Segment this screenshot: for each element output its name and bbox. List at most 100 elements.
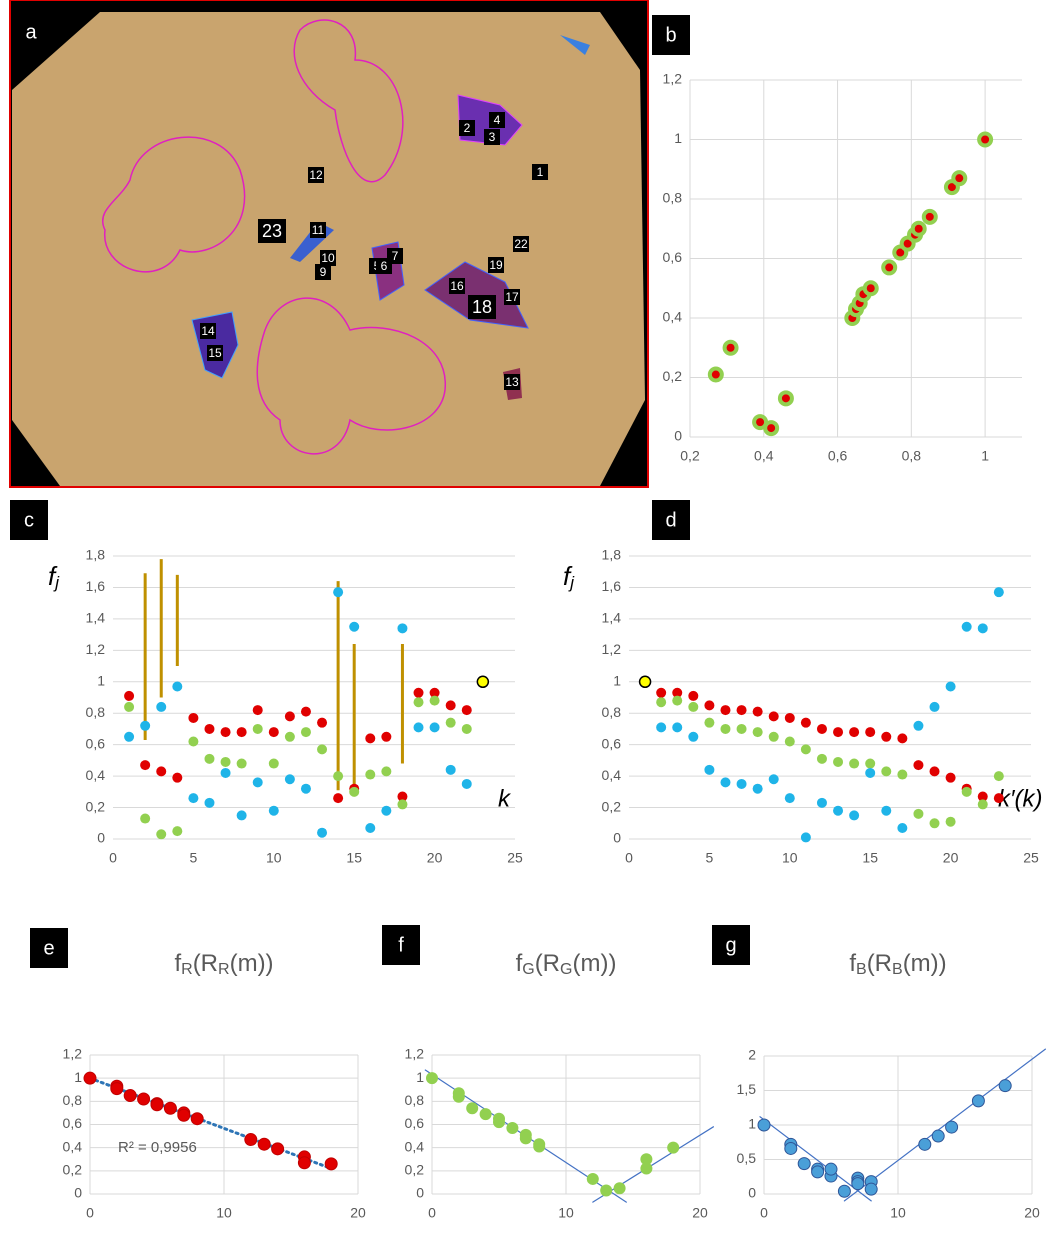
flake-label: 4 — [494, 113, 501, 127]
point — [881, 805, 892, 816]
point — [333, 793, 344, 804]
point — [704, 764, 715, 775]
y-axis-label-part: f — [563, 561, 573, 591]
point — [784, 712, 795, 723]
panel-letter-box — [10, 500, 48, 540]
point — [429, 695, 440, 706]
flake-label-box — [387, 248, 403, 264]
point — [784, 793, 795, 804]
x-tick-label: 5 — [190, 850, 198, 866]
point — [365, 769, 376, 780]
point — [768, 774, 779, 785]
point — [140, 813, 151, 824]
point — [656, 687, 667, 698]
flake-label: 14 — [201, 324, 215, 338]
point — [833, 727, 844, 738]
point — [929, 818, 940, 829]
point — [833, 805, 844, 816]
point — [849, 727, 860, 738]
y-tick-label: 0 — [416, 1185, 424, 1201]
title-part: (R — [193, 950, 218, 977]
panel-letter: f — [398, 934, 404, 956]
point — [172, 772, 183, 783]
flake-label: 13 — [505, 375, 519, 389]
point — [993, 793, 1004, 804]
panel-letter-box — [12, 12, 50, 52]
panel-letter-box — [712, 925, 750, 965]
x-tick-label: 0 — [625, 850, 633, 866]
point — [533, 1140, 546, 1153]
panel-letter: d — [665, 509, 676, 531]
point — [913, 720, 924, 731]
region-outline — [256, 297, 446, 455]
flake-label-box — [258, 219, 286, 243]
flake-label-box — [320, 250, 336, 266]
y-tick-label: 1,2 — [602, 641, 622, 657]
flake-label: 22 — [514, 237, 528, 251]
point — [600, 1184, 613, 1197]
point — [897, 733, 908, 744]
point — [768, 731, 779, 742]
y-tick-label: 1 — [748, 1116, 756, 1132]
point — [977, 623, 988, 634]
point — [268, 727, 279, 738]
point — [324, 1157, 338, 1171]
x-tick-label: 5 — [706, 850, 714, 866]
x-tick-label: 25 — [507, 850, 523, 866]
y-tick-label: 0,2 — [63, 1162, 83, 1178]
point — [736, 778, 747, 789]
point — [204, 797, 215, 808]
flake-label-box — [315, 264, 331, 280]
y-tick-label: 1,4 — [86, 610, 106, 626]
title-part: B — [856, 961, 867, 978]
point — [720, 723, 731, 734]
point — [220, 756, 231, 767]
x-tick-label: 0,2 — [680, 448, 700, 464]
x-axis-label: k′(k) — [998, 785, 1042, 812]
y-tick-label: 1,5 — [737, 1081, 757, 1097]
point — [466, 1102, 479, 1115]
x-tick-label: 10 — [216, 1205, 232, 1221]
point — [864, 1182, 878, 1196]
point — [300, 783, 311, 794]
point — [816, 753, 827, 764]
point — [297, 1156, 311, 1170]
y-axis-label-part: j — [53, 573, 60, 592]
flake-label-box — [513, 236, 529, 252]
point — [613, 1182, 626, 1195]
point — [800, 744, 811, 755]
point — [777, 390, 794, 407]
x-tick-label: 0 — [760, 1205, 768, 1221]
point — [333, 587, 344, 598]
y-tick-label: 0,6 — [86, 735, 106, 751]
point — [445, 717, 456, 728]
flake-label-box — [207, 345, 223, 361]
panel-letter-box — [382, 925, 420, 965]
highlight-point — [638, 675, 652, 689]
flake-label: 17 — [505, 290, 519, 304]
y-tick-label: 0,8 — [86, 704, 106, 720]
point — [768, 711, 779, 722]
point — [961, 786, 972, 797]
flake-label: 16 — [450, 279, 464, 293]
title-part: G — [560, 961, 572, 978]
x-tick-label: 15 — [862, 850, 878, 866]
y-tick-label: 0,2 — [663, 368, 683, 384]
x-tick-label: 20 — [1024, 1205, 1040, 1221]
point — [816, 723, 827, 734]
title-part: B — [892, 961, 903, 978]
flake-label-box — [532, 164, 548, 180]
point — [881, 731, 892, 742]
y-tick-label: 0,6 — [602, 735, 622, 751]
point — [236, 810, 247, 821]
point — [993, 771, 1004, 782]
point — [862, 280, 879, 297]
point — [188, 736, 199, 747]
point — [961, 621, 972, 632]
point — [445, 700, 456, 711]
point — [300, 706, 311, 717]
point — [688, 701, 699, 712]
y-axis-label-part: j — [568, 573, 575, 592]
flake-label-box — [504, 374, 520, 390]
y-tick-label: 0,6 — [63, 1115, 83, 1131]
